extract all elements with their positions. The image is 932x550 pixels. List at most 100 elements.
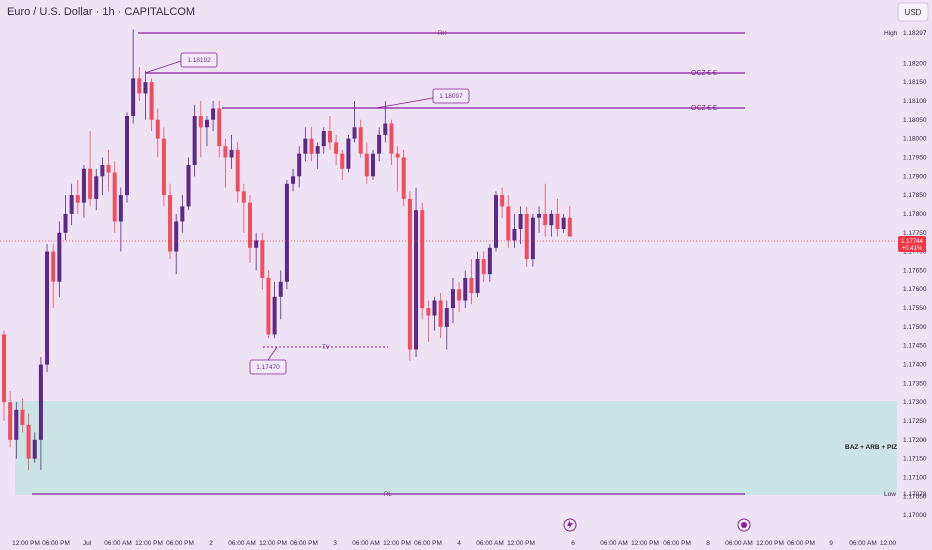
flag-icon[interactable] bbox=[737, 518, 751, 532]
time-tick-label: 06:00 AM bbox=[725, 540, 752, 547]
candle-body bbox=[229, 149, 234, 158]
candle-body bbox=[75, 195, 80, 203]
time-tick-label: 06:00 AM bbox=[352, 540, 379, 547]
candle-body bbox=[358, 127, 363, 154]
candle-body bbox=[45, 251, 50, 365]
candle-body bbox=[340, 153, 345, 169]
candle-body bbox=[241, 191, 246, 203]
candle-body bbox=[500, 195, 505, 207]
time-tick-label: 8 bbox=[706, 540, 710, 547]
ocz-icon-1: 🝗🝗 bbox=[706, 70, 718, 77]
candle-body bbox=[38, 364, 43, 440]
tv-label: TV bbox=[322, 345, 330, 351]
candle-body bbox=[57, 232, 62, 282]
time-tick-label: 06:00 PM bbox=[166, 540, 194, 547]
time-tick-label: 06:00 AM bbox=[104, 540, 131, 547]
candle-body bbox=[407, 198, 412, 350]
ocz-icon-2: 🝗🝗 bbox=[706, 105, 718, 112]
time-tick-label: 3 bbox=[333, 540, 337, 547]
time-tick-label: 06:00 PM bbox=[787, 540, 815, 547]
price-tick-label: 1.17750 bbox=[903, 230, 927, 237]
price-tick-label: 1.17500 bbox=[903, 324, 927, 331]
time-tick-label: 06:00 AM bbox=[476, 540, 503, 547]
candle-body bbox=[383, 123, 388, 135]
low-tag-label: Low bbox=[884, 491, 896, 498]
candles-layer bbox=[2, 29, 572, 470]
time-tick-label: 06:00 PM bbox=[42, 540, 70, 547]
time-tick-label: 06:00 AM bbox=[228, 540, 255, 547]
demand-zone-label: BAZ + ARB + PIZ bbox=[845, 444, 897, 451]
candle-body bbox=[321, 131, 326, 147]
candle-body bbox=[530, 217, 535, 260]
price-tick-label: 1.17100 bbox=[903, 475, 927, 482]
candle-body bbox=[118, 195, 123, 222]
candle-body bbox=[291, 176, 296, 184]
price-tick-label: 1.17700 bbox=[903, 249, 927, 256]
candle-body bbox=[204, 119, 209, 128]
time-tick-label: 12:00 PM bbox=[383, 540, 411, 547]
time-tick-label: 12:00 PM bbox=[756, 540, 784, 547]
candle-body bbox=[248, 202, 252, 248]
candle-body bbox=[94, 176, 99, 199]
candle-body bbox=[223, 146, 228, 158]
current-price-change: +0.41% bbox=[902, 246, 923, 252]
candle-body bbox=[524, 213, 529, 260]
usd-button[interactable] bbox=[897, 2, 929, 22]
time-tick-label: Jul bbox=[83, 540, 92, 547]
candle-body bbox=[518, 213, 523, 229]
candle-body bbox=[334, 142, 339, 154]
time-tick-label: 2 bbox=[209, 540, 213, 547]
candle-body bbox=[327, 131, 332, 143]
ocz-label-2: OCZ bbox=[691, 105, 707, 112]
candle-body bbox=[211, 108, 216, 120]
candle-body bbox=[100, 164, 105, 177]
time-tick-label: 12:00 PM bbox=[507, 540, 535, 547]
price-tick-label: 1.17000 bbox=[903, 512, 927, 519]
candle-body bbox=[481, 259, 486, 275]
candle-body bbox=[463, 277, 468, 301]
candle-body bbox=[469, 277, 474, 294]
candle-body bbox=[352, 127, 357, 139]
candle-body bbox=[260, 240, 265, 278]
price-tick-label: 1.17850 bbox=[903, 192, 927, 199]
price-tick-label: 1.17150 bbox=[903, 456, 927, 463]
candle-body bbox=[278, 281, 283, 297]
candle-body bbox=[198, 116, 203, 128]
price-tick-label: 1.17900 bbox=[903, 173, 927, 180]
candle-body bbox=[2, 334, 6, 403]
callout-2: 1.18097 bbox=[375, 88, 470, 109]
candle-body bbox=[401, 157, 406, 199]
candle-body bbox=[168, 195, 173, 252]
time-tick-label: 6 bbox=[571, 540, 575, 547]
usd-button-group[interactable]: USD bbox=[897, 2, 929, 22]
candle-body bbox=[444, 308, 449, 327]
candle-body bbox=[186, 164, 191, 207]
price-tick-label: 1.17950 bbox=[903, 154, 927, 161]
range-low-label: RL bbox=[384, 492, 392, 498]
current-price-value: 1.17744 bbox=[901, 239, 923, 245]
candle-body bbox=[125, 116, 129, 196]
usd-button-label: USD bbox=[905, 8, 922, 17]
candle-body bbox=[297, 153, 302, 177]
price-tick-label: 1.18150 bbox=[903, 79, 927, 86]
candle-body bbox=[450, 289, 455, 309]
callout-1: 1.18192 bbox=[144, 52, 218, 74]
candle-body bbox=[420, 210, 425, 309]
high-tag-value: 1.18297 bbox=[903, 30, 927, 37]
candle-body bbox=[414, 210, 419, 350]
candle-body bbox=[309, 138, 314, 154]
candle-body bbox=[32, 439, 37, 459]
lightning-icon[interactable] bbox=[563, 518, 577, 532]
price-tick-label: 1.17350 bbox=[903, 380, 927, 387]
candle-body bbox=[112, 172, 117, 222]
price-tick-label: 1.17250 bbox=[903, 418, 927, 425]
candle-body bbox=[88, 168, 93, 199]
time-tick-label: 06:00 AM bbox=[849, 540, 876, 547]
candle-body bbox=[192, 116, 197, 165]
candle-body bbox=[266, 277, 271, 335]
candle-body bbox=[235, 149, 240, 192]
candle-body bbox=[512, 228, 517, 241]
time-tick-label: 06:00 PM bbox=[290, 540, 318, 547]
time-axis: 12:00 PM 06:00 PM Jul 06:00 AM 12:00 PM 06:00… bbox=[12, 540, 896, 547]
